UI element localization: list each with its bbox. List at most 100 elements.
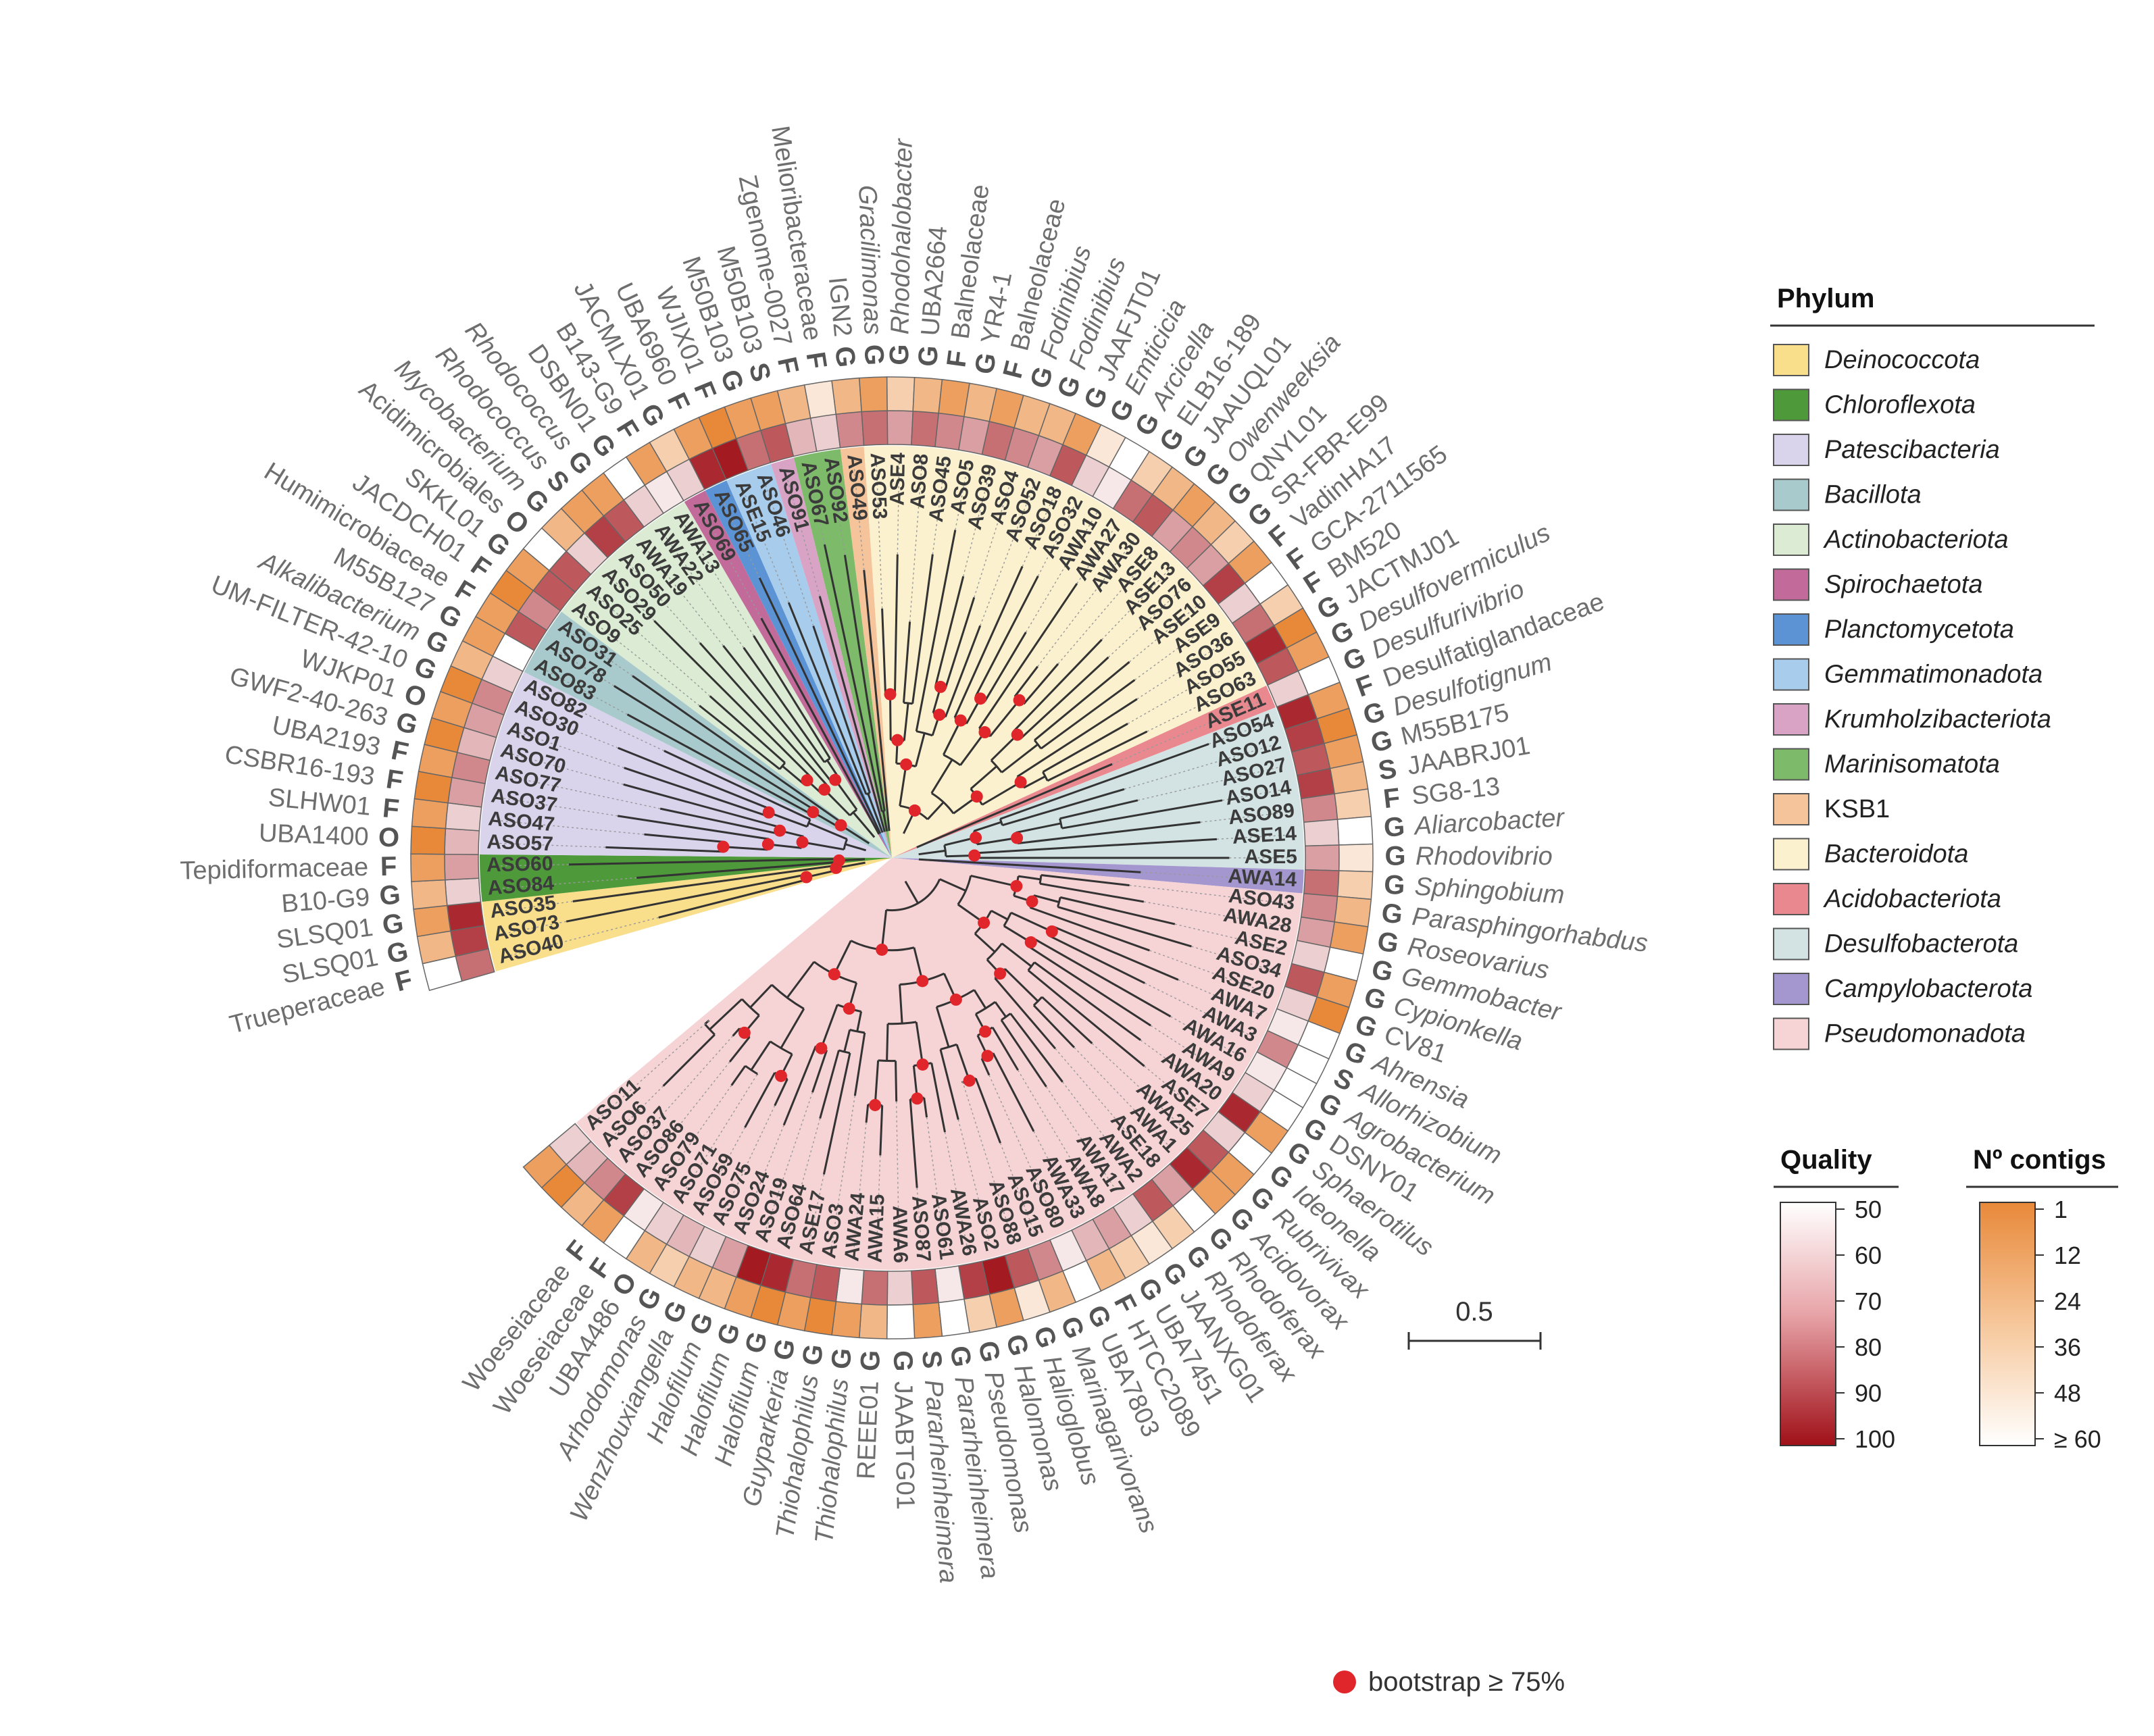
tip-guide	[807, 1174, 825, 1251]
quality-cell	[1303, 819, 1340, 847]
phylum-legend-label: Acidobacteriota	[1823, 885, 2001, 913]
tip-guide	[490, 864, 569, 867]
tip-taxon: SLHW01	[267, 784, 372, 821]
bootstrap-node	[829, 773, 842, 786]
bootstrap-node	[884, 688, 897, 700]
tip-taxon: Tepidiformaceae	[180, 853, 369, 886]
tree-branch	[618, 746, 771, 810]
phylum-legend-label: Deinococcota	[1824, 346, 1980, 374]
tip-guide	[1129, 601, 1203, 663]
contigs-cell	[1336, 815, 1374, 846]
bootstrap-node	[1014, 775, 1027, 788]
tree-branch	[1040, 679, 1136, 750]
quality-legend: Quality 50 60 70 80 90 100	[1774, 1145, 1899, 1453]
tree-branch	[1027, 969, 1145, 1067]
tip-rank: F	[941, 349, 973, 369]
tree-connector	[916, 730, 933, 737]
tip-guide	[988, 1075, 1057, 1225]
tip-rank: G	[884, 344, 915, 365]
tip-taxon: REEE01	[852, 1381, 884, 1480]
contigs-cell	[1338, 843, 1374, 873]
bootstrap-node	[774, 824, 786, 837]
tree-branch	[930, 1063, 946, 1133]
tree-branch	[1013, 665, 1038, 698]
tip-rank: G	[913, 344, 944, 367]
clade-sector-bacillota	[524, 611, 892, 858]
tip-guide	[497, 921, 567, 936]
tip-taxon: Rhodohalobacter	[886, 138, 918, 335]
tree-branch	[1023, 775, 1046, 789]
quality-tick-label: 50	[1855, 1196, 1882, 1223]
tip-guide	[503, 751, 624, 786]
tip-guide	[909, 457, 923, 622]
tip-id: ASE4	[886, 452, 909, 505]
tip-rank: F	[389, 736, 411, 768]
contigs-tick-label: ≥ 60	[2054, 1425, 2101, 1453]
tree-branch	[939, 878, 966, 892]
tip-guide	[1136, 638, 1230, 700]
tree-branch	[881, 608, 887, 695]
quality-cell	[886, 410, 914, 446]
phylum-swatch	[1773, 344, 1809, 376]
tip-guide	[1170, 1016, 1242, 1057]
scale-bar-label: 0.5	[1455, 1297, 1493, 1327]
tip-guide	[1137, 765, 1284, 801]
tree-branch	[732, 1027, 741, 1037]
tree-branch	[699, 642, 829, 788]
tree-branch	[1053, 925, 1179, 981]
tree-branch	[852, 811, 876, 838]
tip-rank: G	[945, 1344, 977, 1369]
tip-guide	[807, 465, 826, 545]
tip-guide	[491, 877, 637, 890]
tree-connector	[957, 875, 972, 905]
tip-guide	[1178, 979, 1262, 1016]
tree-branch	[915, 1021, 924, 1065]
tree-branch	[617, 815, 770, 840]
tree-branch	[974, 933, 996, 953]
tree-branch	[566, 873, 806, 923]
tree-branch	[1016, 698, 1138, 778]
clade-sector-pseudomonadota	[576, 858, 1303, 1270]
contigs-cell	[938, 1298, 970, 1337]
tip-id: AWA15	[864, 1194, 889, 1263]
tree-branch	[845, 843, 867, 852]
tip-rank: G	[1384, 842, 1405, 871]
tree-branch	[1018, 875, 1041, 881]
tip-taxon: UBA2664	[916, 225, 953, 336]
tip-taxon: JAABTG01	[888, 1381, 920, 1510]
tip-rank: G	[829, 345, 861, 369]
tree-branch	[1028, 945, 1151, 1027]
bootstrap-node	[738, 1026, 751, 1039]
quality-cell	[445, 877, 482, 907]
tip-guide	[624, 1036, 734, 1158]
tree-branch	[780, 1008, 805, 1049]
tree-branch	[572, 864, 836, 902]
tip-rank: G	[380, 908, 405, 940]
tree-branch	[930, 759, 953, 794]
tree-branch	[663, 750, 811, 821]
tree-branch	[750, 1040, 772, 1071]
tree-branch	[749, 984, 773, 1009]
phylum-legend-label: Planctomycetota	[1824, 615, 2014, 644]
tree-branch	[658, 878, 807, 919]
clade-sector-actinobacteriota	[561, 501, 892, 858]
tip-guide	[659, 529, 745, 648]
tip-guide	[784, 1118, 821, 1246]
quality-legend-title: Quality	[1780, 1145, 1872, 1175]
tree-branch	[990, 734, 1018, 761]
tree-branch	[1030, 907, 1150, 952]
tip-guide	[830, 460, 846, 555]
tree-branch	[899, 984, 903, 1024]
contigs-cell	[886, 376, 916, 412]
clade-sector-ksb1	[840, 446, 892, 858]
tree-branch	[659, 807, 780, 835]
clade-sector-gemmatimonadota	[726, 463, 892, 858]
bootstrap-node	[800, 871, 813, 884]
bootstrap-node	[970, 832, 982, 844]
tip-guide	[932, 459, 946, 555]
tree-branch	[978, 583, 1078, 730]
tip-guide	[1055, 1048, 1154, 1164]
tree-branch	[1020, 656, 1109, 740]
tree-connector	[1003, 912, 1012, 927]
tree-branch	[613, 685, 816, 811]
